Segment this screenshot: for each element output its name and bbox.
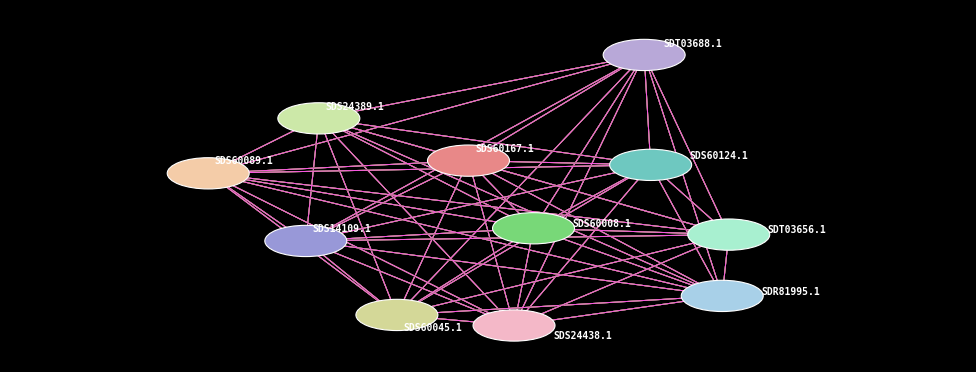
Text: SDS60045.1: SDS60045.1 [403, 323, 463, 333]
Text: SDS60167.1: SDS60167.1 [475, 144, 534, 154]
Ellipse shape [610, 149, 692, 180]
Text: SDS60089.1: SDS60089.1 [215, 157, 273, 167]
Ellipse shape [264, 225, 346, 257]
Ellipse shape [427, 145, 509, 176]
Ellipse shape [603, 39, 685, 71]
Ellipse shape [688, 219, 770, 250]
Text: SDT03656.1: SDT03656.1 [768, 225, 827, 235]
Ellipse shape [278, 103, 360, 134]
Ellipse shape [473, 310, 555, 341]
Ellipse shape [167, 158, 249, 189]
Text: SDS14109.1: SDS14109.1 [312, 224, 371, 234]
Text: SDS24389.1: SDS24389.1 [325, 102, 385, 112]
Text: SDT03688.1: SDT03688.1 [664, 39, 722, 49]
Ellipse shape [493, 213, 575, 244]
Ellipse shape [681, 280, 763, 311]
Text: SDS60124.1: SDS60124.1 [690, 151, 749, 161]
Text: SDS60008.1: SDS60008.1 [573, 219, 631, 229]
Text: SDR81995.1: SDR81995.1 [761, 287, 820, 297]
Text: SDS24438.1: SDS24438.1 [553, 331, 612, 341]
Ellipse shape [356, 299, 438, 331]
